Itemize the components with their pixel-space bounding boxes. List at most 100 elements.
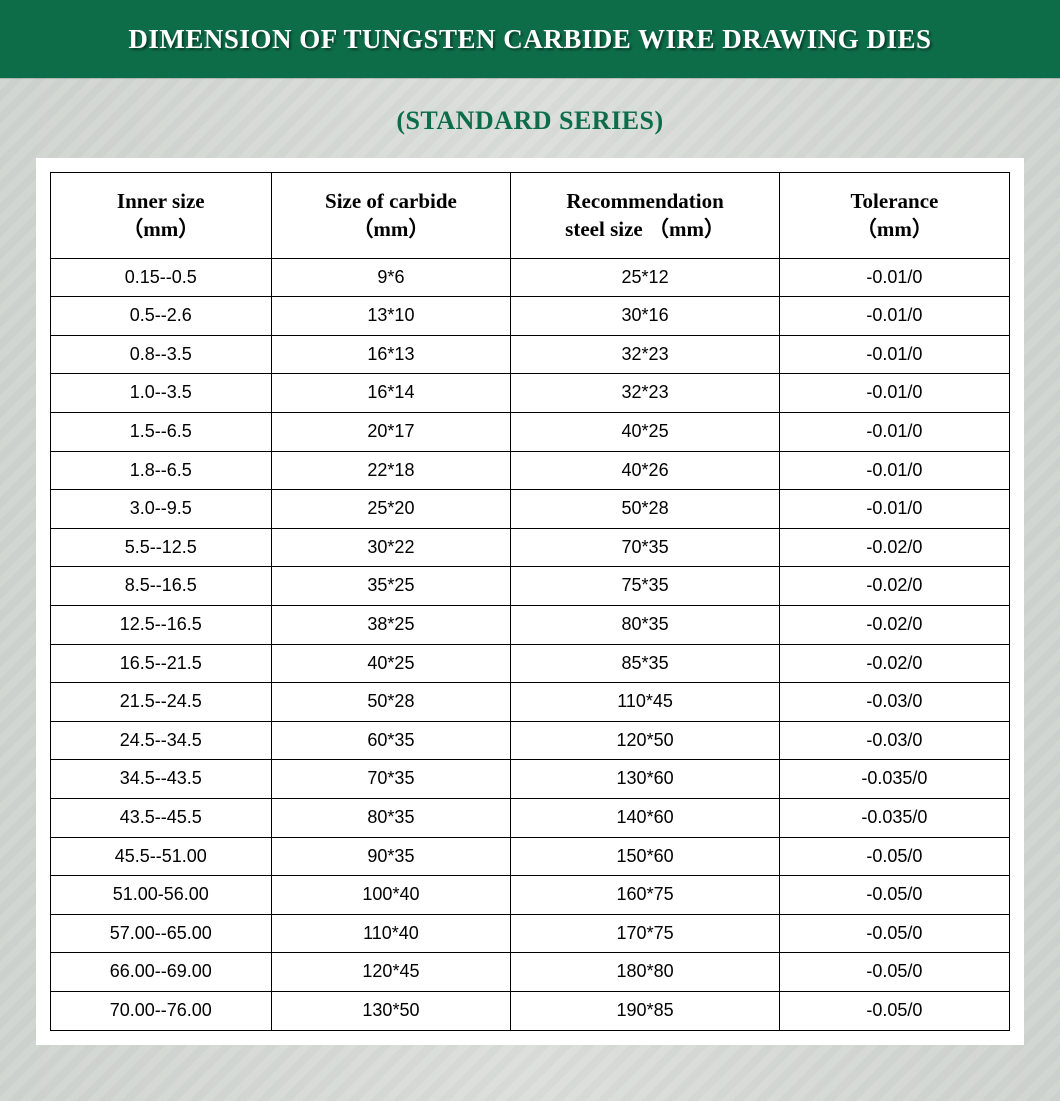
table-row: 0.8--3.516*1332*23-0.01/0: [51, 335, 1010, 374]
table-cell: 20*17: [271, 413, 511, 452]
col-header-line1: Size of carbide: [325, 189, 457, 213]
table-cell: 3.0--9.5: [51, 490, 272, 529]
table-cell: 120*50: [511, 721, 780, 760]
table-cell: 25*20: [271, 490, 511, 529]
table-cell: 12.5--16.5: [51, 606, 272, 645]
table-cell: -0.02/0: [779, 644, 1009, 683]
subtitle: (STANDARD SERIES): [0, 106, 1060, 136]
table-cell: 75*35: [511, 567, 780, 606]
table-cell: 16*14: [271, 374, 511, 413]
col-header-steel-size: Recommendation steel size （mm）: [511, 173, 780, 259]
table-row: 3.0--9.525*2050*28-0.01/0: [51, 490, 1010, 529]
table-cell: 70*35: [511, 528, 780, 567]
table-container: Inner size （mm） Size of carbide （mm） Rec…: [36, 158, 1024, 1045]
table-header-row: Inner size （mm） Size of carbide （mm） Rec…: [51, 173, 1010, 259]
table-cell: 21.5--24.5: [51, 683, 272, 722]
table-cell: 30*22: [271, 528, 511, 567]
col-header-line1: Inner size: [117, 189, 205, 213]
table-cell: 9*6: [271, 258, 511, 297]
table-cell: -0.05/0: [779, 991, 1009, 1030]
table-cell: -0.05/0: [779, 953, 1009, 992]
table-cell: 38*25: [271, 606, 511, 645]
table-cell: 32*23: [511, 335, 780, 374]
table-cell: 120*45: [271, 953, 511, 992]
table-cell: 16.5--21.5: [51, 644, 272, 683]
table-row: 43.5--45.580*35140*60-0.035/0: [51, 799, 1010, 838]
table-cell: 50*28: [511, 490, 780, 529]
col-header-line2: （mm）: [856, 217, 933, 241]
table-row: 1.0--3.516*1432*23-0.01/0: [51, 374, 1010, 413]
title-bar: DIMENSION OF TUNGSTEN CARBIDE WIRE DRAWI…: [0, 0, 1060, 78]
table-cell: -0.01/0: [779, 258, 1009, 297]
table-cell: -0.02/0: [779, 567, 1009, 606]
table-cell: -0.05/0: [779, 876, 1009, 915]
table-cell: 8.5--16.5: [51, 567, 272, 606]
table-cell: 22*18: [271, 451, 511, 490]
table-cell: 30*16: [511, 297, 780, 336]
col-header-line2: （mm）: [352, 217, 429, 241]
table-row: 1.8--6.522*1840*26-0.01/0: [51, 451, 1010, 490]
table-cell: 60*35: [271, 721, 511, 760]
table-row: 12.5--16.538*2580*35-0.02/0: [51, 606, 1010, 645]
table-cell: 190*85: [511, 991, 780, 1030]
table-row: 5.5--12.530*2270*35-0.02/0: [51, 528, 1010, 567]
table-cell: 34.5--43.5: [51, 760, 272, 799]
table-cell: 16*13: [271, 335, 511, 374]
dimension-table: Inner size （mm） Size of carbide （mm） Rec…: [50, 172, 1010, 1031]
col-header-tolerance: Tolerance （mm）: [779, 173, 1009, 259]
table-row: 45.5--51.0090*35150*60-0.05/0: [51, 837, 1010, 876]
table-cell: -0.03/0: [779, 683, 1009, 722]
col-header-line2: （mm）: [122, 217, 199, 241]
table-cell: 51.00-56.00: [51, 876, 272, 915]
col-header-carbide-size: Size of carbide （mm）: [271, 173, 511, 259]
table-row: 57.00--65.00110*40170*75-0.05/0: [51, 914, 1010, 953]
table-cell: 1.5--6.5: [51, 413, 272, 452]
table-cell: -0.035/0: [779, 760, 1009, 799]
table-cell: 70.00--76.00: [51, 991, 272, 1030]
table-cell: -0.01/0: [779, 297, 1009, 336]
table-cell: 130*60: [511, 760, 780, 799]
table-cell: 110*45: [511, 683, 780, 722]
table-cell: -0.01/0: [779, 335, 1009, 374]
table-row: 51.00-56.00100*40160*75-0.05/0: [51, 876, 1010, 915]
table-cell: 43.5--45.5: [51, 799, 272, 838]
table-cell: 35*25: [271, 567, 511, 606]
table-cell: 32*23: [511, 374, 780, 413]
table-row: 70.00--76.00130*50190*85-0.05/0: [51, 991, 1010, 1030]
table-cell: 40*25: [511, 413, 780, 452]
table-row: 1.5--6.520*1740*25-0.01/0: [51, 413, 1010, 452]
table-cell: 57.00--65.00: [51, 914, 272, 953]
table-body: 0.15--0.59*625*12-0.01/00.5--2.613*1030*…: [51, 258, 1010, 1030]
table-cell: 100*40: [271, 876, 511, 915]
table-cell: 0.5--2.6: [51, 297, 272, 336]
table-cell: 180*80: [511, 953, 780, 992]
table-cell: -0.01/0: [779, 451, 1009, 490]
table-cell: 110*40: [271, 914, 511, 953]
table-cell: -0.01/0: [779, 490, 1009, 529]
table-cell: 150*60: [511, 837, 780, 876]
table-cell: 70*35: [271, 760, 511, 799]
col-header-line2: steel size （mm）: [565, 217, 725, 241]
table-cell: 45.5--51.00: [51, 837, 272, 876]
table-row: 21.5--24.550*28110*45-0.03/0: [51, 683, 1010, 722]
table-cell: 24.5--34.5: [51, 721, 272, 760]
table-cell: 85*35: [511, 644, 780, 683]
table-cell: -0.01/0: [779, 374, 1009, 413]
table-cell: 170*75: [511, 914, 780, 953]
table-cell: -0.05/0: [779, 837, 1009, 876]
table-cell: -0.035/0: [779, 799, 1009, 838]
table-row: 34.5--43.570*35130*60-0.035/0: [51, 760, 1010, 799]
table-cell: 13*10: [271, 297, 511, 336]
table-cell: 40*25: [271, 644, 511, 683]
col-header-line1: Recommendation: [566, 189, 723, 213]
table-cell: -0.01/0: [779, 413, 1009, 452]
table-cell: 1.8--6.5: [51, 451, 272, 490]
page-title: DIMENSION OF TUNGSTEN CARBIDE WIRE DRAWI…: [128, 24, 931, 55]
table-cell: -0.03/0: [779, 721, 1009, 760]
table-cell: 5.5--12.5: [51, 528, 272, 567]
table-cell: 80*35: [271, 799, 511, 838]
table-cell: 160*75: [511, 876, 780, 915]
table-row: 0.5--2.613*1030*16-0.01/0: [51, 297, 1010, 336]
table-row: 24.5--34.560*35120*50-0.03/0: [51, 721, 1010, 760]
table-cell: 130*50: [271, 991, 511, 1030]
